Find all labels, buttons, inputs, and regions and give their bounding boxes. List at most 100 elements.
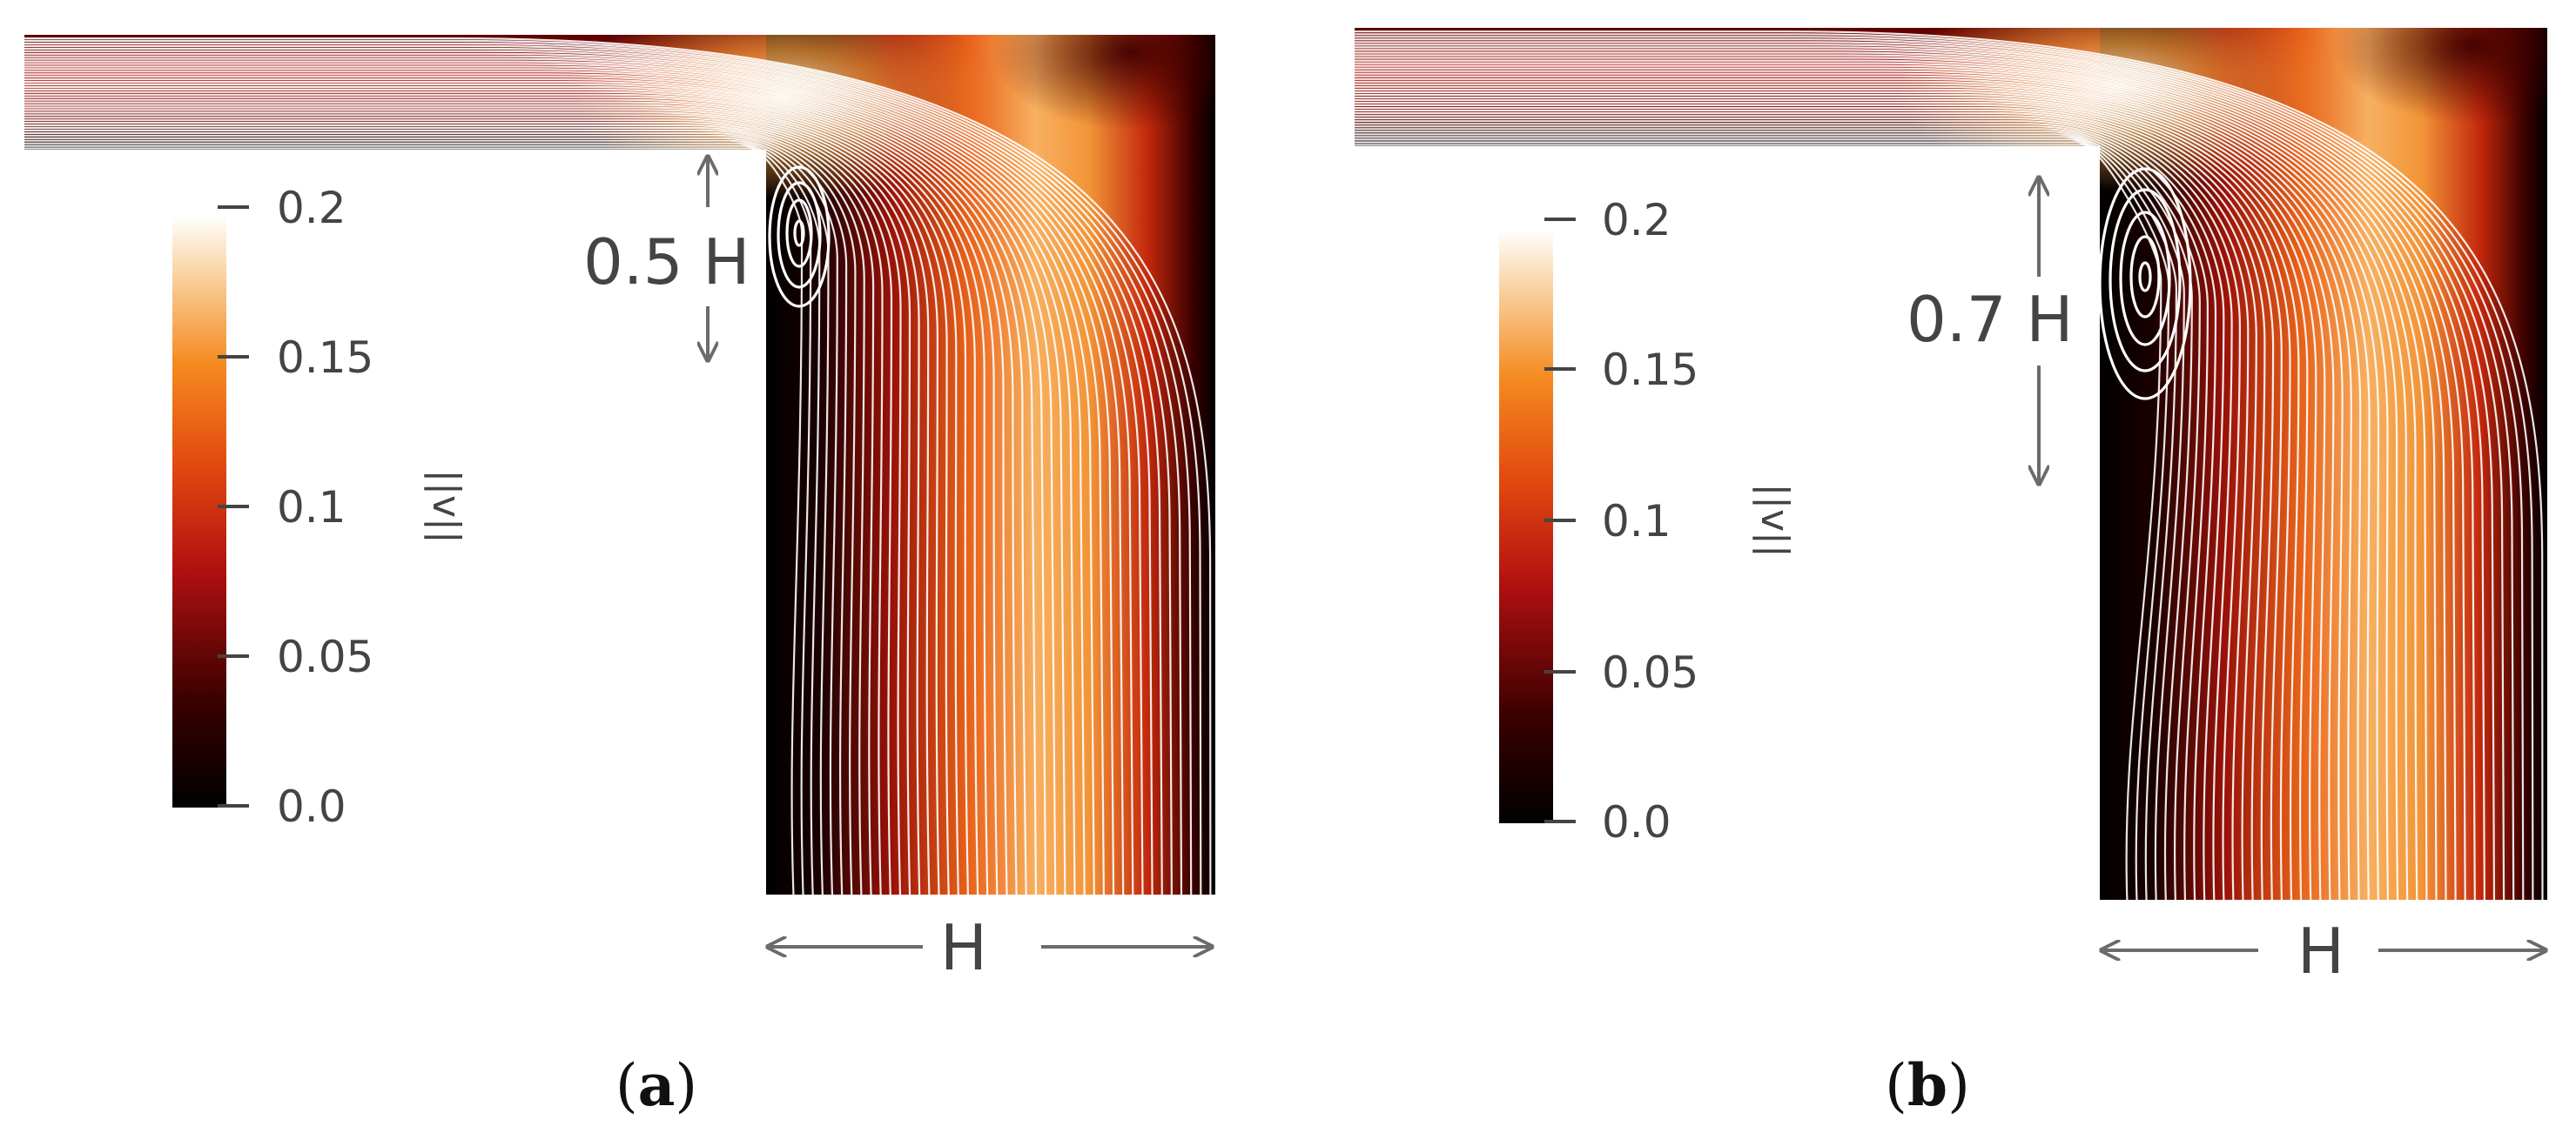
streamline: [1355, 38, 2515, 900]
streamline: [1355, 67, 2409, 900]
vortex-a: [768, 165, 831, 308]
streamline: [24, 124, 884, 895]
streamline: [24, 85, 1027, 895]
inlet-dim-label-a: 0.5 H: [583, 225, 750, 298]
streamline: [24, 119, 902, 895]
streamline: [1355, 77, 2371, 900]
streamline: [1355, 112, 2257, 900]
streamline: [1355, 115, 2250, 900]
vortex-b: [2098, 167, 2192, 400]
panel-label-a: (a): [615, 1051, 697, 1119]
streamline: [24, 47, 1173, 895]
streamline: [24, 83, 1038, 895]
streamline: [24, 76, 1066, 895]
streamline: [24, 111, 931, 895]
colorbar-b-tick-1: 0.15: [1602, 345, 1698, 395]
streamline: [1355, 33, 2534, 900]
streamline: [24, 63, 1115, 895]
streamline: [1355, 54, 2457, 900]
streamline: [24, 39, 1202, 895]
streamline: [1355, 123, 2225, 900]
streamline: [1355, 62, 2428, 900]
panel-a: 0.2 0.15 0.1 0.05 0.0 ||v|| 0.5 H H (a): [24, 35, 1215, 1119]
streamline: [1355, 144, 2162, 900]
streamline: [1355, 128, 2209, 900]
streamlines-a: [24, 37, 1212, 895]
streamline: [1355, 133, 2193, 900]
colorbar-a-tick-2: 0.1: [277, 482, 346, 533]
streamline: [24, 137, 838, 895]
streamline: [24, 55, 1144, 895]
streamline: [24, 37, 1212, 895]
streamline: [1355, 57, 2447, 900]
streamline: [1355, 117, 2242, 900]
streamline: [1355, 125, 2217, 900]
streamline: [24, 93, 999, 895]
streamline: [1355, 41, 2505, 900]
colorbar-a-tick-0: 0.2: [277, 183, 346, 233]
streamline: [24, 147, 804, 895]
streamline: [24, 98, 979, 895]
streamlines-b: [1355, 30, 2544, 900]
streamline: [1355, 85, 2344, 900]
streamline: [1355, 138, 2178, 900]
colorbar-a-tick-1: 0.15: [277, 332, 373, 383]
streamline: [24, 126, 875, 895]
streamline: [1355, 44, 2496, 900]
inlet-dim-label-b: 0.7 H: [1907, 283, 2074, 356]
streamline: [24, 44, 1183, 895]
streamline: [24, 70, 1086, 895]
panel-label-a-letter: a: [638, 1051, 676, 1119]
colorbar-b: 0.2 0.15 0.1 0.05 0.0 ||v||: [1499, 195, 1797, 848]
streamline: [24, 106, 950, 895]
streamline: [1355, 46, 2485, 900]
streamline: [1355, 80, 2362, 900]
width-dim-label-a: H: [940, 911, 987, 984]
streamline: [1355, 93, 2317, 900]
colorbar-b-ramp: [1499, 230, 1553, 823]
colorbar-b-tick-4: 0.0: [1602, 797, 1671, 848]
colorbar-b-variable: ||v||: [1752, 483, 1797, 557]
streamline: [24, 114, 921, 895]
streamline: [1355, 70, 2399, 900]
streamline: [1355, 107, 2275, 900]
streamline: [1355, 91, 2326, 900]
streamline: [1355, 101, 2291, 900]
flow-field-a: [24, 35, 1215, 895]
streamline: [24, 42, 1193, 895]
flow-field-b: [1355, 28, 2547, 900]
streamline: [24, 96, 989, 895]
panel-label-b: (b): [1885, 1051, 1970, 1119]
streamline: [1355, 141, 2170, 900]
streamline: [1355, 110, 2266, 900]
streamline: [1355, 88, 2335, 900]
streamline: [1355, 120, 2233, 900]
streamline: [1355, 104, 2283, 900]
colorbar-b-tick-3: 0.05: [1602, 647, 1698, 698]
colorbar-b-tick-2: 0.1: [1602, 496, 1671, 547]
streamline: [1355, 49, 2476, 900]
streamline: [1355, 83, 2352, 900]
streamline: [1355, 98, 2300, 900]
streamline: [24, 101, 970, 895]
colorbar-a-tick-3: 0.05: [277, 632, 373, 682]
panel-b: 0.2 0.15 0.1 0.05 0.0 ||v|| 0.7 H H (b): [1355, 28, 2576, 1119]
colorbar-a-variable: ||v||: [424, 469, 468, 543]
streamline: [24, 68, 1095, 895]
streamline: [24, 50, 1163, 895]
streamline: [24, 104, 959, 895]
streamline: [24, 91, 1008, 895]
streamline: [1355, 96, 2309, 900]
streamline: [24, 122, 893, 895]
streamline: [1355, 51, 2466, 900]
streamline: [24, 134, 848, 895]
streamline: [1355, 131, 2201, 900]
colorbar-a-ramp: [172, 216, 226, 808]
colorbar-b-tick-0: 0.2: [1602, 195, 1671, 245]
streamline: [1355, 30, 2544, 900]
streamline: [1355, 75, 2380, 900]
streamline: [1355, 36, 2525, 900]
streamline: [24, 144, 812, 895]
streamline: [24, 78, 1057, 895]
